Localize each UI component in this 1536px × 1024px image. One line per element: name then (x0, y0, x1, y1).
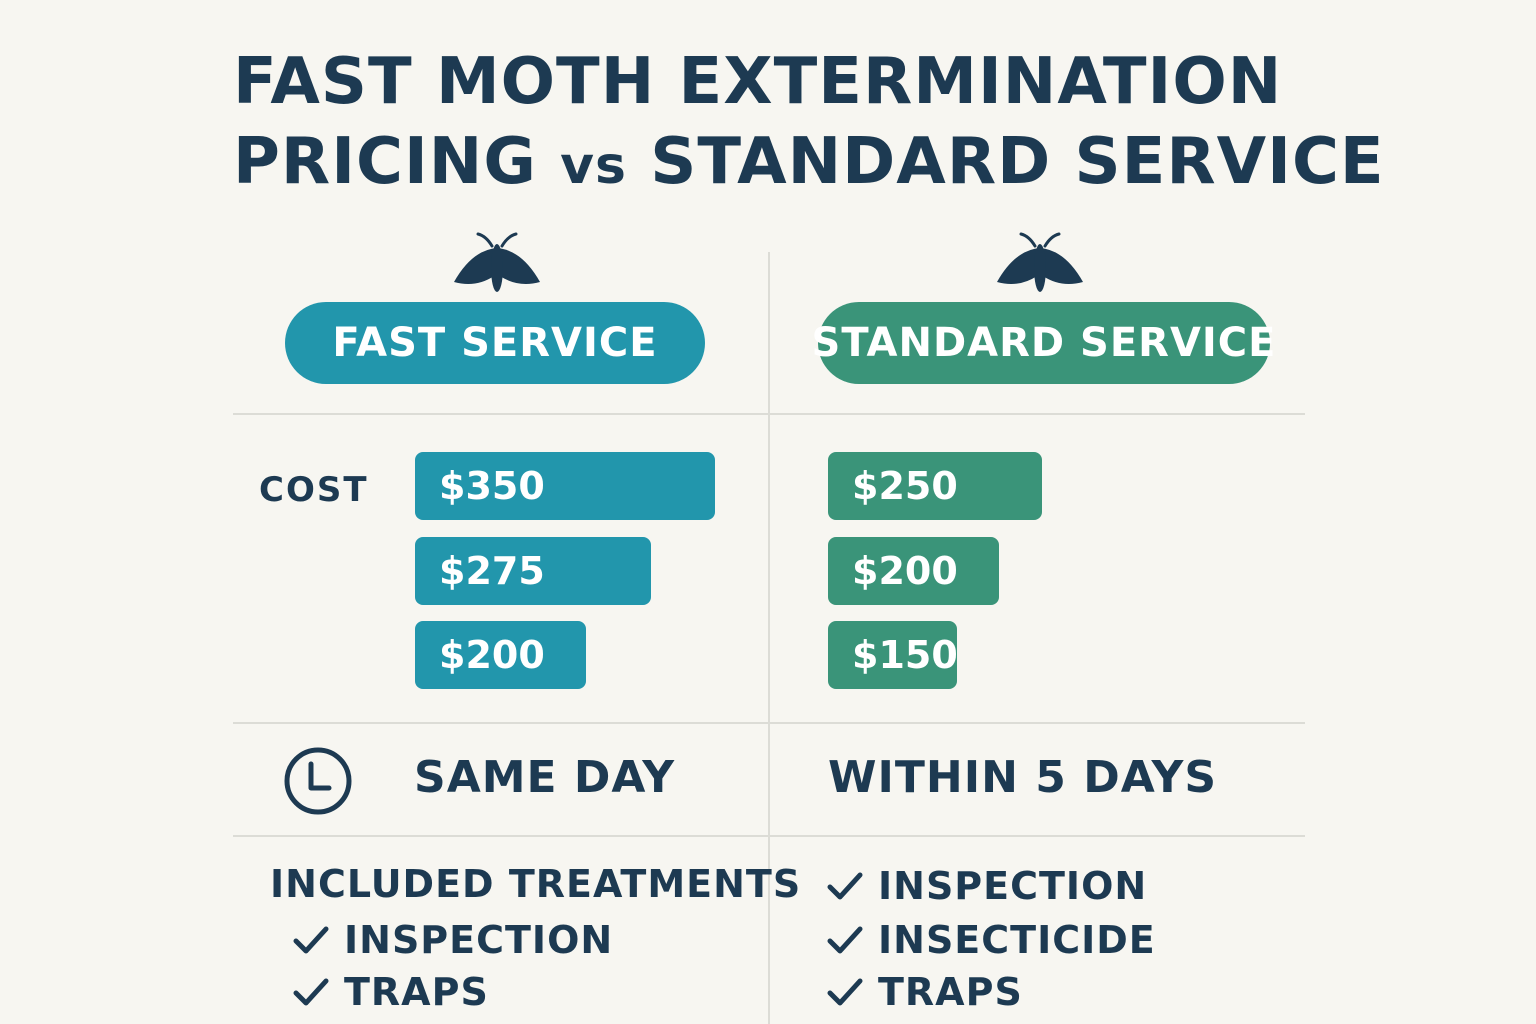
standard-cost-bar: $150 (828, 621, 958, 689)
fast-treatment-label: TRAPS (344, 970, 489, 1014)
standard-treatment-label: INSPECTION (878, 864, 1148, 908)
cost-value-label: $350 (439, 464, 545, 508)
cost-value-label: $200 (852, 549, 958, 593)
fast-timing: SAME DAY (414, 752, 676, 803)
column-divider (768, 252, 770, 1024)
title-line-2: PRICING vs STANDARD SERVICE (233, 122, 1385, 206)
standard-cost-bar: $200 (828, 537, 999, 605)
cost-value-label: $150 (852, 633, 958, 677)
checkmark-icon (293, 978, 329, 1006)
fast-treatment-label: INSPECTION (344, 918, 614, 962)
included-treatments-label: INCLUDED TREATMENTS (270, 862, 802, 906)
standard-service-label: STANDARD SERVICE (812, 302, 1275, 384)
title-line-1: FAST MOTH EXTERMINATION (233, 45, 1283, 119)
cost-value-label: $200 (439, 633, 545, 677)
cost-value-label: $250 (852, 464, 958, 508)
checkmark-icon (293, 926, 329, 954)
standard-treatment-label: INSECTICIDE (878, 918, 1156, 962)
moth-icon (454, 232, 540, 292)
fast-treatment-item: INSPECTION (292, 918, 613, 962)
checkmark-icon (827, 872, 863, 900)
checkmark-icon (827, 926, 863, 954)
row-divider-cost (233, 722, 1305, 724)
checkmark-icon (827, 978, 863, 1006)
fast-treatment-item: TRAPS (292, 970, 489, 1014)
standard-cost-bar: $250 (828, 452, 1042, 520)
page-title: FAST MOTH EXTERMINATION PRICING vs STAND… (233, 42, 1385, 206)
title-line-2-a: PRICING (233, 125, 561, 199)
title-line-2-vs: vs (560, 136, 628, 196)
title-line-2-b: STANDARD SERVICE (627, 125, 1385, 199)
fast-service-label: FAST SERVICE (285, 302, 705, 384)
standard-timing: WITHIN 5 DAYS (828, 752, 1218, 803)
fast-cost-bar: $200 (415, 621, 586, 689)
fast-cost-bar: $350 (415, 452, 715, 520)
clock-icon (284, 747, 352, 815)
row-divider-header (233, 413, 1305, 415)
standard-treatment-item: INSECTICIDE (826, 918, 1156, 962)
standard-treatment-label: TRAPS (878, 970, 1023, 1014)
cost-row-label: COST (259, 470, 369, 510)
moth-icon (997, 232, 1083, 292)
standard-treatment-item: INSPECTION (826, 864, 1147, 908)
row-divider-timing (233, 835, 1305, 837)
cost-value-label: $275 (439, 549, 545, 593)
standard-treatment-item: TRAPS (826, 970, 1023, 1014)
fast-cost-bar: $275 (415, 537, 651, 605)
